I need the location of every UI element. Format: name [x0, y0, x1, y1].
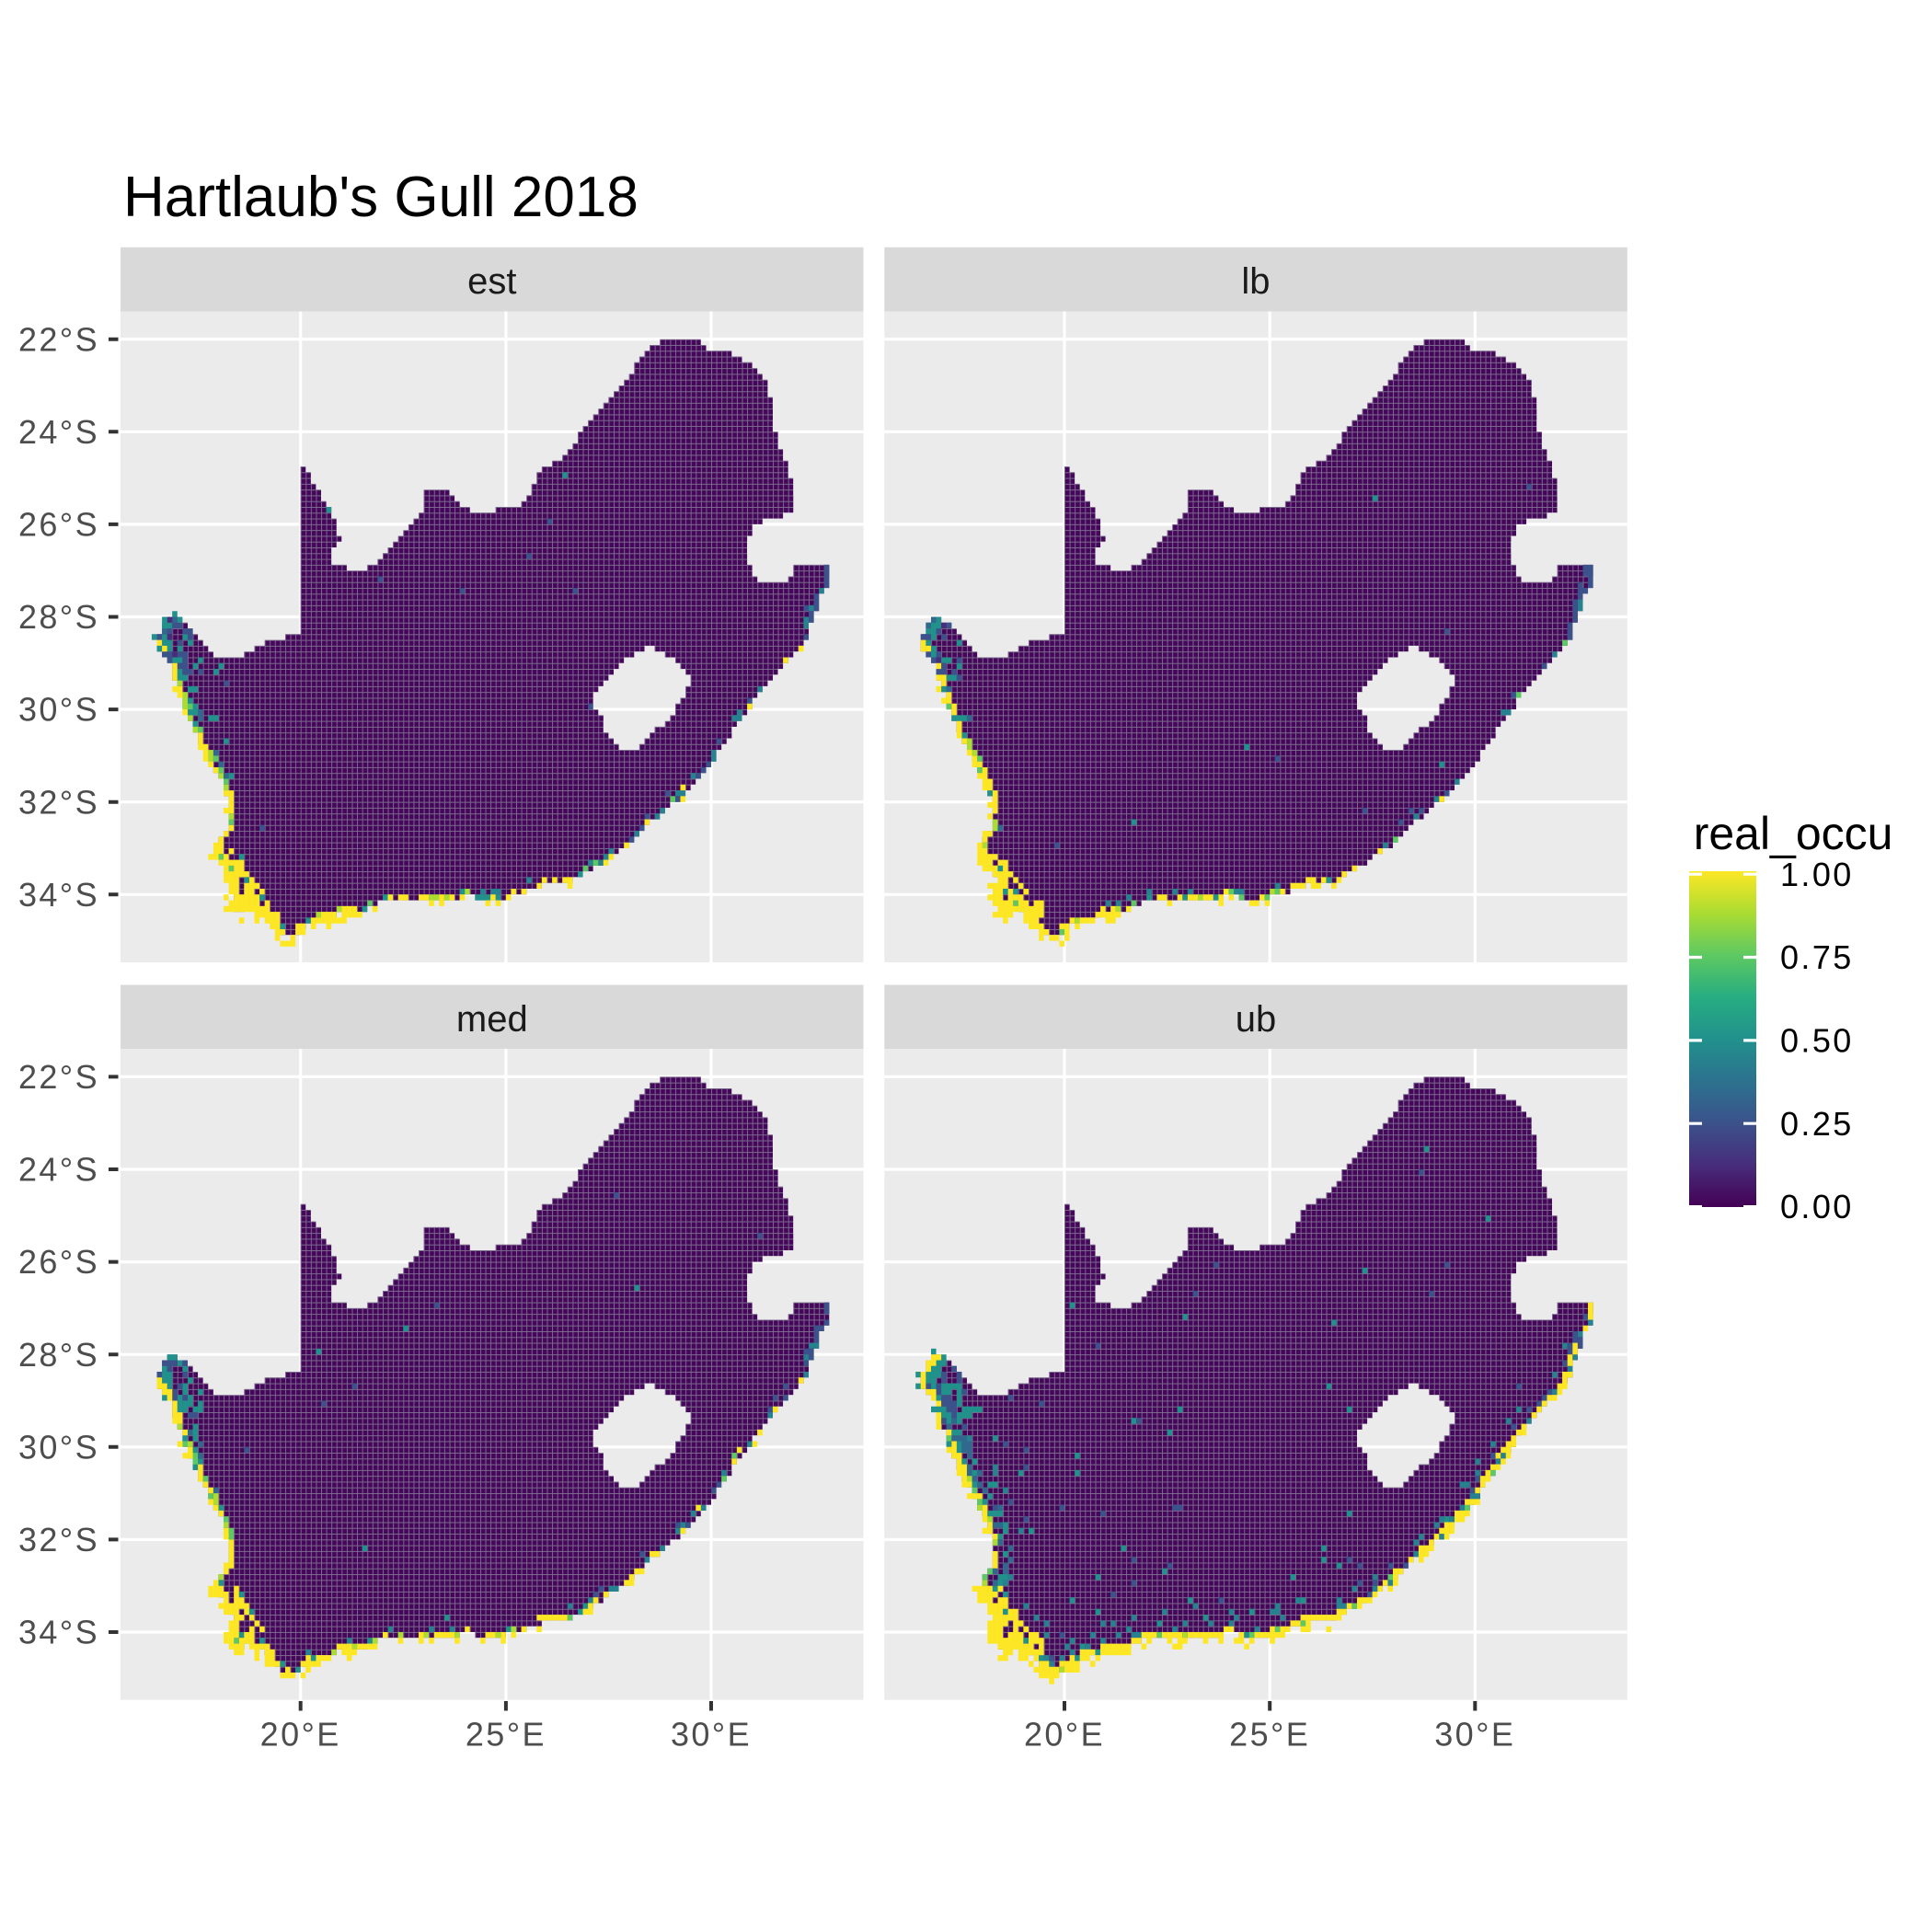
svg-text:28°S: 28°S [18, 598, 99, 636]
svg-text:22°S: 22°S [18, 1058, 99, 1096]
svg-text:26°S: 26°S [18, 1243, 99, 1281]
svg-text:20°E: 20°E [1024, 1716, 1105, 1754]
svg-text:24°S: 24°S [18, 413, 99, 451]
svg-text:1.00: 1.00 [1780, 856, 1854, 893]
svg-text:25°E: 25°E [466, 1716, 546, 1754]
svg-text:24°S: 24°S [18, 1151, 99, 1189]
svg-text:34°S: 34°S [18, 876, 99, 914]
svg-text:28°S: 28°S [18, 1336, 99, 1374]
svg-text:22°S: 22°S [18, 320, 99, 358]
svg-text:0.00: 0.00 [1780, 1188, 1854, 1225]
svg-text:26°S: 26°S [18, 506, 99, 544]
svg-text:ub: ub [1236, 999, 1277, 1040]
svg-text:real_occu: real_occu [1694, 808, 1893, 859]
svg-text:30°S: 30°S [18, 691, 99, 729]
svg-text:25°E: 25°E [1229, 1716, 1310, 1754]
svg-text:Hartlaub's Gull 2018: Hartlaub's Gull 2018 [123, 166, 638, 229]
svg-text:0.25: 0.25 [1780, 1105, 1854, 1143]
svg-text:0.75: 0.75 [1780, 938, 1854, 976]
svg-text:32°S: 32°S [18, 783, 99, 821]
svg-text:med: med [456, 999, 528, 1040]
svg-text:34°S: 34°S [18, 1614, 99, 1651]
svg-text:30°E: 30°E [1434, 1716, 1515, 1754]
svg-text:30°S: 30°S [18, 1428, 99, 1466]
svg-text:lb: lb [1241, 261, 1270, 302]
svg-text:0.50: 0.50 [1780, 1022, 1854, 1060]
svg-text:20°E: 20°E [260, 1716, 341, 1754]
svg-text:est: est [467, 261, 516, 302]
svg-text:30°E: 30°E [671, 1716, 752, 1754]
svg-text:32°S: 32°S [18, 1521, 99, 1558]
